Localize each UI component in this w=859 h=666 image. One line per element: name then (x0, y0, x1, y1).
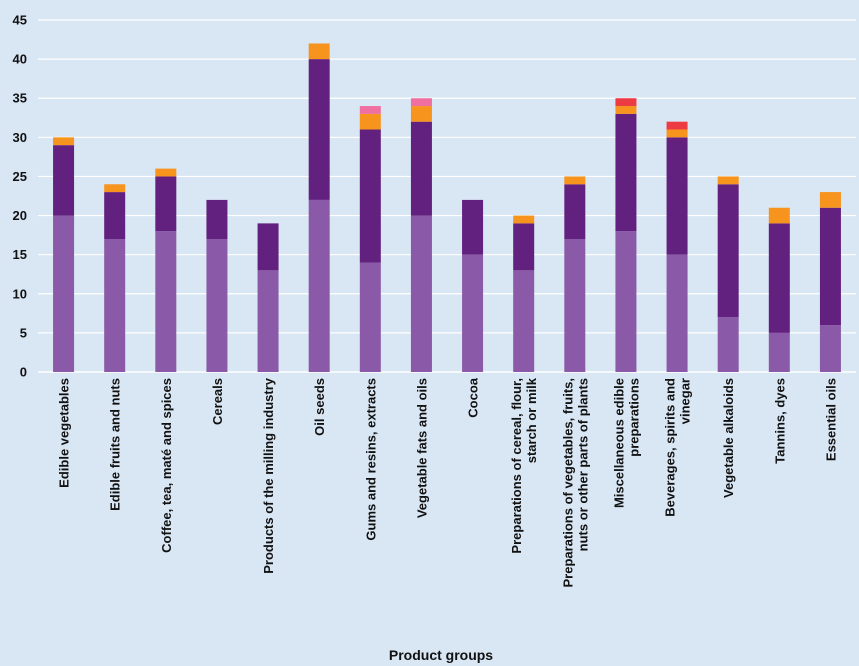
bar-segment (819, 207, 841, 326)
bar-segment (53, 145, 75, 216)
x-tick-label: Preparations of cereal, flour,starch or … (509, 377, 539, 553)
x-tick-label: Vegetable fats and oils (414, 378, 429, 518)
bar-segment (768, 223, 790, 333)
bar-segment (615, 231, 637, 372)
bar-segment (666, 254, 688, 372)
y-tick-label: 15 (13, 247, 27, 262)
bar-segment (819, 325, 841, 372)
bar-segment (155, 231, 177, 372)
bar-segment (359, 262, 381, 372)
bar-segment (615, 113, 637, 232)
bars (53, 43, 841, 372)
bar-segment (104, 192, 126, 240)
bar-segment (768, 332, 790, 372)
bar-segment (666, 129, 688, 138)
y-tick-label: 20 (13, 208, 27, 223)
y-tick-label: 5 (20, 325, 27, 340)
bar-segment (564, 239, 586, 372)
bar-segment (104, 239, 126, 372)
y-tick-label: 35 (13, 91, 27, 106)
bar-segment (308, 59, 330, 200)
bar-segment (206, 239, 228, 372)
bar-segment (615, 106, 637, 114)
x-tick-label: Cocoa (466, 377, 481, 418)
bar-segment (155, 176, 177, 232)
bar-segment (513, 270, 535, 372)
bar-segment (308, 43, 330, 60)
bar-segment (53, 137, 75, 146)
y-tick-label: 25 (13, 169, 27, 184)
bar-segment (462, 254, 484, 372)
x-tick-label: Edible fruits and nuts (108, 378, 123, 511)
bar-segment (308, 199, 330, 372)
x-tick-label: Essential oils (823, 378, 838, 461)
x-tick-label: Edible vegetables (57, 378, 72, 488)
bar-segment (410, 215, 432, 372)
bar-segment (462, 199, 484, 255)
bar-segment (359, 129, 381, 263)
x-tick-label: Miscellaneous ediblepreparations (611, 378, 641, 508)
bar-segment (513, 223, 535, 271)
bar-segment (717, 176, 739, 185)
x-tick-labels: Edible vegetables Edible fruits and nuts C… (57, 377, 839, 587)
bar-segment (53, 215, 75, 372)
bar-segment (717, 184, 739, 318)
bar-segment (513, 215, 535, 224)
y-tick-label: 30 (13, 130, 27, 145)
x-axis-title: Product groups (389, 647, 493, 663)
bar-segment (564, 176, 586, 185)
y-tick-label: 45 (13, 13, 27, 28)
bar-segment (615, 98, 637, 107)
bar-segment (666, 121, 688, 130)
x-tick-label: Products of the milling industry (261, 377, 276, 574)
bar-segment (359, 113, 381, 130)
y-tick-label: 10 (13, 286, 27, 301)
x-tick-label: Coffee, tea, maté and spices (159, 378, 174, 553)
bar-segment (410, 98, 432, 107)
bar-segment (104, 184, 126, 193)
bar-segment (155, 168, 177, 177)
bar-segment (410, 121, 432, 216)
x-tick-label: Vegetable alkaloids (721, 378, 736, 498)
x-tick-label: Preparations of vegetables, fruits,nuts … (560, 378, 590, 588)
y-tick-label: 0 (20, 365, 27, 380)
bar-segment (206, 199, 228, 240)
bar-segment (410, 106, 432, 122)
bar-segment (768, 207, 790, 224)
x-tick-label: Tannins, dyes (772, 378, 787, 464)
x-tick-label: Cereals (210, 378, 225, 425)
x-tick-label: Gums and resins, extracts (363, 378, 378, 541)
bar-segment (819, 192, 841, 208)
bar-segment (359, 106, 381, 114)
y-tick-labels: 0 5 10 15 20 25 30 35 40 45 (13, 13, 27, 380)
bar-segment (257, 270, 279, 372)
bar-segment (717, 317, 739, 372)
x-tick-label: Oil seeds (312, 378, 327, 436)
bar-segment (666, 137, 688, 255)
bar-segment (257, 223, 279, 271)
bar-segment (564, 184, 586, 240)
x-tick-label: Beverages, spirits andvinegar (663, 378, 693, 517)
y-tick-label: 40 (13, 52, 27, 67)
